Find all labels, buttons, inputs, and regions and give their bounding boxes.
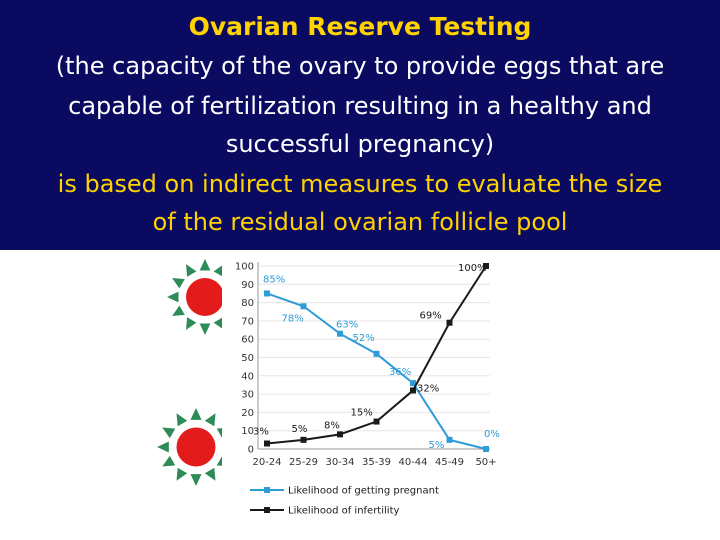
x-tick-label: 45-49 [435, 457, 464, 468]
y-tick-label: 30 [241, 390, 254, 401]
data-label: 78% [282, 313, 304, 324]
header-banner: Ovarian Reserve Testing (the capacity of… [0, 0, 720, 250]
page-title: Ovarian Reserve Testing [188, 12, 532, 41]
data-label: 52% [353, 333, 375, 344]
data-point [300, 303, 307, 310]
data-point [483, 263, 489, 269]
x-axis-ticks: 20-24 25-29 30-34 35-39 40-44 45-49 50+ [252, 457, 496, 468]
data-point [373, 350, 380, 357]
data-point [264, 290, 270, 297]
subtitle-line-5: of the residual ovarian follicle pool [152, 208, 568, 236]
data-point [446, 436, 453, 443]
x-tick-label: 30-34 [325, 457, 354, 468]
y-axis-ticks: 0 10 20 30 40 50 60 70 80 90 100 [235, 262, 254, 456]
subtitle-line-3: successful pregnancy) [225, 130, 495, 158]
data-point [264, 440, 270, 447]
y-tick-label: 40 [241, 371, 254, 382]
data-label: 63% [336, 320, 358, 331]
burst-ray [186, 264, 197, 277]
burst-ray [190, 474, 202, 486]
x-tick-label: 50+ [475, 457, 496, 468]
data-label: 8% [324, 420, 340, 431]
legend-marker [264, 507, 270, 513]
chart-grid [258, 265, 490, 450]
y-tick-label: 80 [241, 298, 254, 309]
data-point [410, 387, 416, 394]
burst-core [186, 278, 224, 316]
y-tick-label: 70 [241, 316, 254, 327]
chart-legend: Likelihood of getting pregnant Likelihood… [250, 486, 439, 517]
burst-ray [172, 305, 185, 316]
burst-ray [213, 264, 224, 277]
data-point [337, 431, 343, 438]
line-chart: 0 10 20 30 40 50 60 70 80 90 100 20-24 25-29 30-34 35… [222, 252, 520, 540]
data-label: 3% [253, 427, 269, 438]
burst-ray [176, 467, 188, 481]
subtitle-line-1: (the capacity of the ovary to provide eg… [55, 52, 665, 80]
burst-ray [204, 413, 216, 427]
data-label: 100% [458, 263, 487, 274]
x-tick-label: 40-44 [398, 457, 427, 468]
burst-ray [213, 317, 224, 330]
data-point [410, 380, 416, 387]
chart-canvas: 0 10 20 30 40 50 60 70 80 90 100 20-24 25-29 30-34 35… [235, 262, 500, 517]
chart-axes [257, 262, 490, 450]
y-tick-label: 90 [241, 280, 254, 291]
data-point [483, 446, 489, 452]
y-tick-label: 10 [241, 426, 254, 437]
data-label: 15% [351, 408, 373, 419]
burst-ray [172, 278, 185, 289]
data-point [300, 436, 307, 443]
burst-ray [204, 467, 216, 481]
y-tick-label: 20 [241, 408, 254, 419]
chart-series: 85% 78% 63% 52% 36% 5% 0% 3% 5% 8% 15% 32% 69% 100% [253, 263, 500, 452]
burst-ray [199, 259, 211, 271]
data-point [373, 418, 380, 425]
data-point [337, 330, 343, 337]
x-tick-label: 35-39 [362, 457, 391, 468]
legend-label: Likelihood of getting pregnant [288, 486, 439, 497]
burst-core [176, 427, 216, 467]
data-point [446, 319, 453, 326]
y-tick-label: 50 [241, 353, 254, 364]
burst-ray [199, 323, 211, 335]
y-tick-label: 100 [235, 262, 254, 273]
burst-ray [176, 413, 188, 427]
x-tick-label: 25-29 [289, 457, 318, 468]
data-label: 32% [417, 383, 439, 394]
burst-ray [190, 408, 202, 420]
burst-ray [162, 427, 176, 439]
subtitle-line-2: capable of fertilization resulting in a … [68, 92, 652, 120]
data-label: 5% [429, 440, 445, 451]
burst-ray [167, 291, 179, 303]
legend-marker [264, 487, 270, 493]
data-label: 85% [263, 274, 285, 285]
y-tick-label: 60 [241, 335, 254, 346]
subtitle-line-4: is based on indirect measures to evaluat… [57, 170, 663, 198]
burst-ray [157, 441, 169, 453]
data-label: 0% [484, 429, 500, 440]
burst-ray [186, 317, 197, 330]
y-tick-label: 0 [248, 445, 254, 456]
burst-ray [162, 455, 176, 467]
data-label: 5% [292, 424, 308, 435]
data-label: 36% [389, 367, 411, 378]
x-tick-label: 20-24 [252, 457, 281, 468]
legend-label: Likelihood of infertility [288, 506, 399, 517]
data-label: 69% [420, 311, 442, 322]
